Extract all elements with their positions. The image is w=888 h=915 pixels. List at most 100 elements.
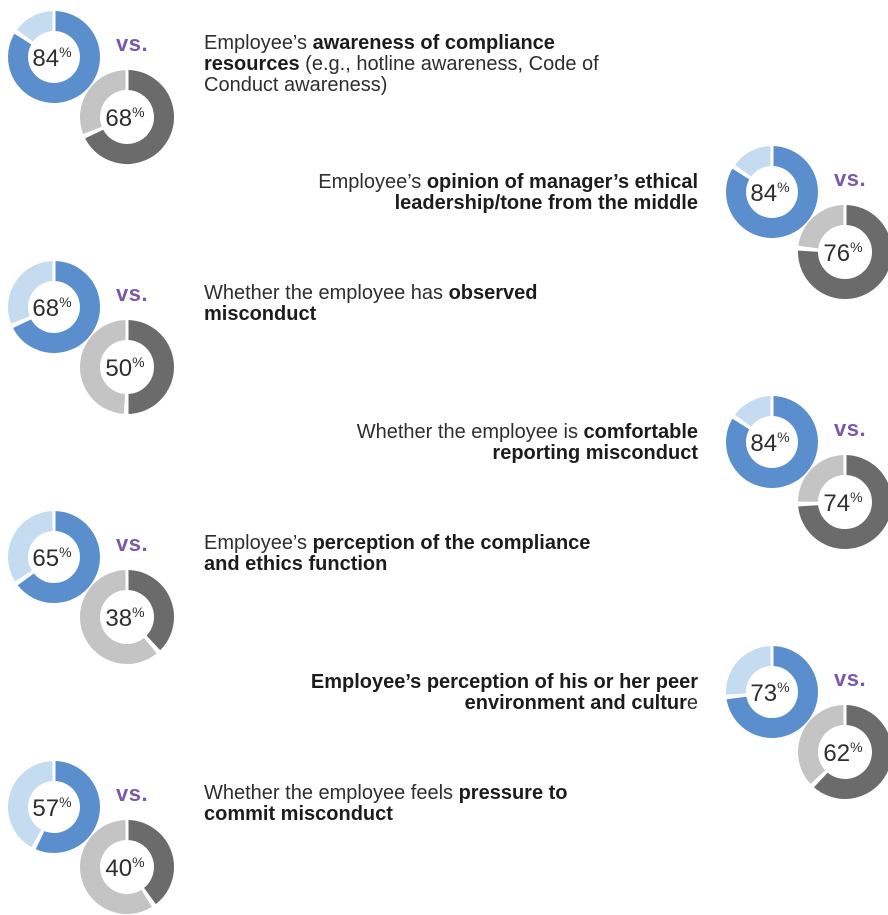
donut-pair: 73% 62% vs.	[718, 640, 888, 800]
donut-rest-a-2	[8, 261, 55, 324]
donut-gap-b-3-1	[797, 502, 820, 507]
bold-text: and ethics function	[204, 553, 388, 575]
donut-value-b-6	[126, 820, 174, 906]
donut-pair-svg: 84% 74%	[726, 395, 888, 549]
donut-label-a-6: 57%	[32, 794, 71, 822]
donut-gap-a-4-1	[15, 570, 35, 586]
donut-rest-b-6	[80, 820, 152, 914]
donut-gap-b-0-1	[82, 126, 105, 139]
bold-text: pressure to	[458, 782, 568, 804]
plain-text: Conduct awareness)	[204, 74, 388, 96]
donut-label-b-6: 40%	[105, 854, 144, 882]
row-description: Employee’s perception of the compliance a…	[204, 533, 704, 575]
donut-gap-a-2-1	[10, 316, 33, 329]
plain-text: Whether the employee is	[356, 421, 584, 443]
donut-label-a-2: 68%	[32, 294, 71, 322]
vs-label: vs.	[116, 781, 149, 806]
donut-value-a-6	[34, 761, 100, 853]
donut-rest-a-4	[8, 511, 55, 582]
donut-pair-svg: 57% 40%	[8, 760, 174, 914]
row-description: Whether the employee is comfortable repor…	[198, 422, 698, 464]
donut-value-b-3	[798, 455, 888, 549]
plain-text: Employee’s	[204, 532, 313, 554]
donut-value-a-5	[726, 646, 818, 738]
plain-text: Whether the employee has	[204, 282, 449, 304]
donut-value-b-0	[84, 70, 174, 164]
donut-label-b-1: 76%	[823, 239, 862, 267]
donut-label-b-4: 38%	[105, 604, 144, 632]
donut-label-a-3: 84%	[750, 429, 789, 457]
bold-text: commit misconduct	[204, 803, 393, 825]
vs-label: vs.	[834, 166, 867, 191]
bold-text: environment and cultur	[464, 692, 687, 714]
donut-pair-svg: 68% 50%	[8, 260, 174, 415]
donut-value-a-1	[726, 146, 818, 238]
donut-pair: 84% 74% vs.	[718, 390, 888, 550]
plain-text: (e.g., hotline awareness, Code of	[299, 53, 599, 75]
donut-gap-b-1-1	[797, 247, 820, 252]
donut-rest-b-3	[798, 455, 846, 503]
donut-label-b-5: 62%	[823, 739, 862, 767]
vs-label: vs.	[116, 531, 149, 556]
donut-value-b-4	[126, 570, 174, 652]
donut-rest-a-0	[16, 11, 55, 43]
row-description: Whether the employee feels pressure to co…	[204, 783, 704, 825]
donut-label-a-0: 84%	[32, 44, 71, 72]
donut-rest-a-3	[734, 396, 773, 428]
bold-text: reporting misconduct	[492, 442, 698, 464]
donut-pair-svg: 73% 62%	[725, 645, 888, 799]
donut-rest-b-1	[798, 205, 846, 250]
donut-label-b-3: 74%	[823, 489, 862, 517]
donut-gap-b-6-1	[141, 887, 157, 907]
donut-rest-a-6	[8, 761, 55, 848]
donut-gap-a-3-1	[731, 415, 752, 430]
donut-label-a-4: 65%	[32, 544, 71, 572]
donut-rest-b-5	[798, 705, 846, 784]
bold-text: Employee’s perception of his or her peer	[310, 671, 698, 693]
bold-text: comfortable	[583, 421, 698, 443]
donut-gap-b-5-1	[811, 769, 829, 789]
bold-text: observed	[448, 282, 538, 304]
bold-text: resources	[204, 53, 300, 75]
donut-gap-a-6-1	[32, 828, 45, 851]
donut-gap-a-1-1	[731, 165, 752, 180]
bold-text: opinion of manager’s ethical	[426, 171, 698, 193]
donut-gap-a-0-1	[13, 30, 34, 45]
row-description: Employee’s awareness of compliance resour…	[204, 33, 704, 96]
donut-pair-svg: 65% 38%	[8, 510, 174, 664]
row-description: Employee’s perception of his or her peer…	[198, 672, 698, 714]
donut-label-b-2: 50%	[105, 354, 144, 382]
donut-pair: 84% 76% vs.	[718, 140, 888, 300]
bold-text: perception of the compliance	[312, 532, 591, 554]
donut-pair: 65% 38% vs.	[0, 505, 175, 665]
donut-rest-b-2	[80, 320, 128, 414]
donut-pair: 84% 68% vs.	[0, 5, 175, 165]
bold-text: misconduct	[204, 303, 317, 325]
plain-text: Whether the employee feels	[204, 782, 459, 804]
donut-value-b-5	[812, 705, 888, 799]
row-description: Whether the employee has observed miscond…	[204, 283, 704, 325]
plain-text: Employee’s	[318, 171, 427, 193]
vs-label: vs.	[834, 666, 867, 691]
donut-gap-b-4-1	[143, 634, 161, 654]
donut-gap-a-5-1	[725, 693, 748, 700]
donut-value-b-1	[798, 205, 888, 299]
donut-value-a-2	[12, 261, 100, 353]
bold-text: leadership/tone from the middle	[394, 192, 698, 214]
donut-pair-svg: 84% 76%	[726, 145, 888, 299]
donut-label-a-5: 73%	[750, 679, 789, 707]
donut-value-a-4	[16, 511, 100, 603]
donut-rest-a-1	[734, 146, 773, 178]
donut-value-b-2	[126, 320, 174, 414]
donut-label-b-0: 68%	[105, 104, 144, 132]
donut-pair: 68% 50% vs.	[0, 255, 175, 415]
donut-rest-b-4	[80, 570, 157, 664]
donut-pair: 57% 40% vs.	[0, 755, 175, 915]
donut-rest-b-0	[80, 70, 128, 134]
donut-value-a-3	[726, 396, 818, 488]
vs-label: vs.	[834, 416, 867, 441]
row-description: Employee’s opinion of manager’s ethical l…	[198, 172, 698, 214]
bold-text: awareness of compliance	[312, 32, 555, 54]
plain-text: e	[686, 692, 698, 714]
plain-text: Employee’s	[204, 32, 313, 54]
